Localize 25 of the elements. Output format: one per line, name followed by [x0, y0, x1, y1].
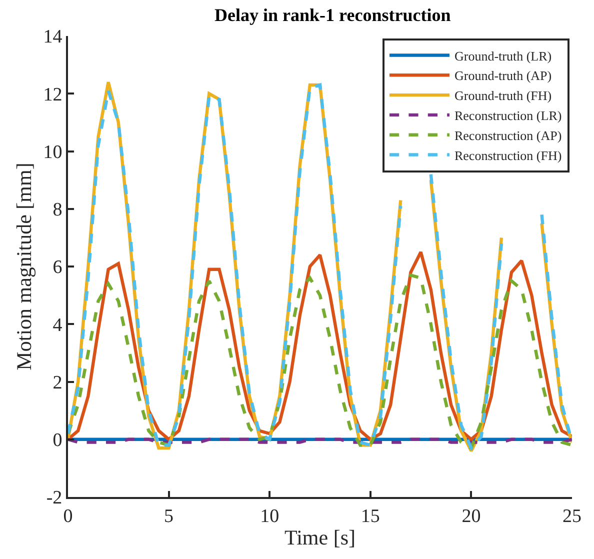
y-tick-label: 8	[52, 200, 62, 221]
y-tick-label: 6	[52, 257, 62, 278]
y-tick-label: 14	[43, 26, 63, 48]
y-tick-label: -2	[46, 488, 62, 509]
chart-title: Delay in rank-1 reconstruction	[214, 4, 451, 25]
legend-label: Ground-truth (FH)	[454, 88, 552, 104]
y-axis-title: Motion magnitude [mm]	[12, 162, 36, 370]
legend-label: Reconstruction (AP)	[454, 128, 562, 143]
y-tick-label: 10	[43, 142, 62, 163]
y-tick-label: 12	[43, 84, 62, 106]
legend-label: Reconstruction (LR)	[454, 108, 562, 124]
legend-label: Ground-truth (LR)	[454, 48, 552, 64]
x-tick-label: 5	[164, 506, 174, 527]
x-axis-title: Time [s]	[284, 526, 356, 550]
x-tick-label: 25	[562, 506, 582, 527]
x-tick-label: 15	[360, 506, 380, 527]
legend-label: Ground-truth (AP)	[454, 68, 552, 84]
line-series	[68, 250, 572, 441]
legend-label: Reconstruction (FH)	[454, 148, 562, 163]
y-tick-label: 4	[52, 314, 63, 336]
y-tick-label: 0	[52, 430, 62, 452]
x-tick-label: 20	[462, 506, 481, 527]
y-tick-label: 2	[52, 372, 62, 394]
x-tick-label: 10	[260, 506, 280, 527]
line-series	[68, 274, 572, 450]
